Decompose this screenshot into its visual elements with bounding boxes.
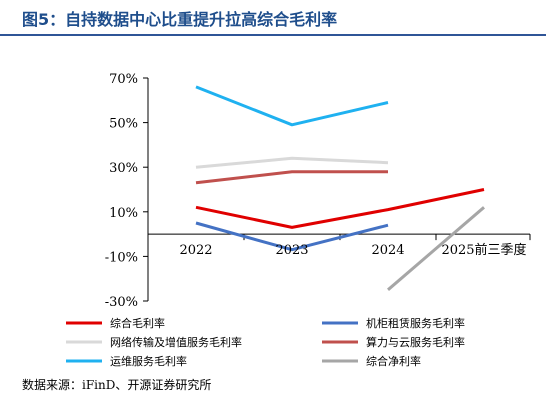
- legend-label-5: 综合净利率: [366, 354, 421, 368]
- legend-label-0: 综合毛利率: [110, 316, 165, 330]
- series-line-3: [195, 170, 388, 185]
- y-tick-label: -10%: [105, 250, 138, 265]
- legend-label-4: 运维服务毛利率: [110, 354, 187, 368]
- y-tick-label: 30%: [109, 161, 138, 176]
- series-line-5: [387, 206, 485, 291]
- x-tick-label: 2023: [275, 243, 308, 258]
- x-tick-label: 2024: [371, 243, 404, 258]
- y-tick-label: -30%: [105, 295, 138, 310]
- legend-label-2: 网络传输及增值服务毛利率: [110, 335, 242, 349]
- x-tick-label: 2022: [179, 243, 212, 258]
- x-tick-label: 2025前三季度: [441, 242, 526, 258]
- y-tick-label: 50%: [109, 117, 138, 132]
- series-line-4: [195, 85, 389, 127]
- source-note: 数据来源：iFinD、开源证券研究所: [22, 378, 212, 392]
- y-tick-label: 10%: [109, 206, 138, 221]
- series-line-0: [195, 188, 485, 229]
- legend-label-3: 算力与云服务毛利率: [366, 335, 465, 349]
- plot-area: 70% 50% 30% 10% -10% -30% 2022 2023 2024 2025前三季度: [105, 72, 546, 314]
- chart: 70% 50% 30% 10% -10% -30% 2022 2023 2024 2025前三季度…: [66, 72, 546, 368]
- series-line-1: [195, 221, 389, 252]
- title-bar: 图5：自持数据中心比重提升拉高综合毛利率: [0, 0, 546, 36]
- plot-bottom-mask: [149, 302, 546, 314]
- legend-label-1: 机柜租赁服务毛利率: [366, 316, 465, 330]
- y-tick-label: 70%: [109, 72, 138, 87]
- series-line-2: [195, 156, 389, 169]
- chart-title: 图5：自持数据中心比重提升拉高综合毛利率: [22, 10, 338, 29]
